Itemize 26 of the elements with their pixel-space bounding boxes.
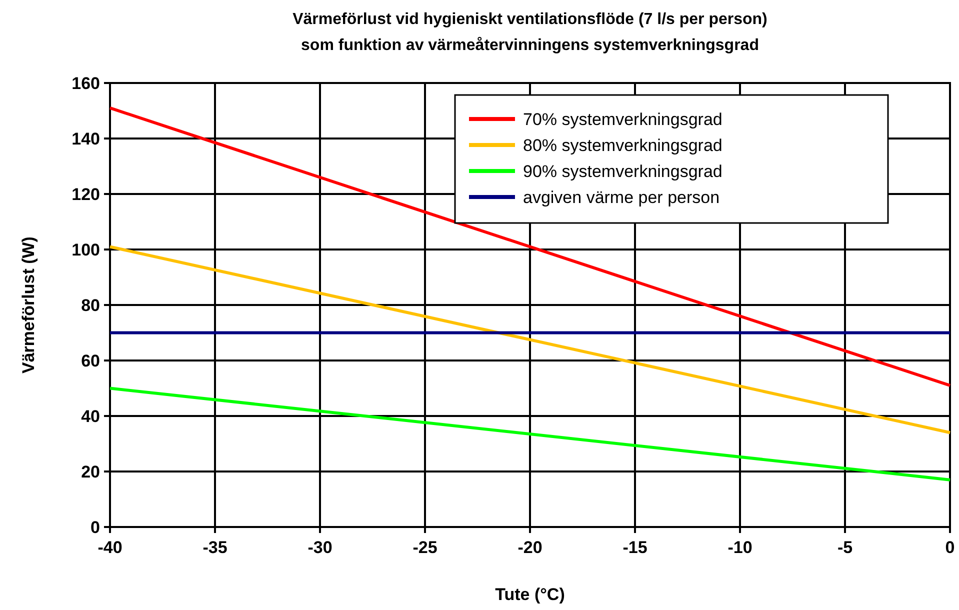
x-tick-label: -10: [728, 538, 752, 557]
x-axis-title: Tute (°C): [495, 585, 565, 604]
x-tick-label: -35: [202, 538, 228, 557]
legend-label: 90% systemverkningsgrad: [523, 162, 722, 181]
y-tick-label: 120: [72, 184, 100, 204]
y-tick-label: 160: [72, 74, 100, 93]
y-axis-title: Värmeförlust (W): [19, 236, 38, 374]
y-tick-label: 40: [81, 406, 100, 426]
y-tick-label: 140: [72, 129, 100, 148]
y-tick-label: 60: [81, 351, 100, 370]
x-tick-label: -5: [837, 538, 853, 557]
x-tick-label: -25: [412, 538, 438, 557]
y-tick-label: 100: [72, 240, 100, 260]
x-tick-label: -15: [622, 538, 648, 557]
y-tick-label: 80: [81, 296, 100, 315]
legend-label: 70% systemverkningsgrad: [523, 110, 722, 129]
y-tick-label: 20: [81, 462, 100, 482]
x-tick-label: -40: [98, 538, 122, 557]
chart-title: Värmeförlust vid hygieniskt ventilationsflöde (7 l/s per person): [292, 11, 768, 28]
x-tick-label: -20: [518, 538, 542, 557]
y-tick-label: 0: [90, 518, 100, 537]
x-tick-label: 0: [945, 538, 955, 557]
legend-label: 80% systemverkningsgrad: [523, 136, 722, 155]
x-tick-label: -30: [308, 538, 332, 557]
chart-subtitle: som funktion av värmeåtervinningens systemverkningsgrad: [301, 36, 759, 54]
legend-label: avgiven värme per person: [523, 188, 720, 207]
